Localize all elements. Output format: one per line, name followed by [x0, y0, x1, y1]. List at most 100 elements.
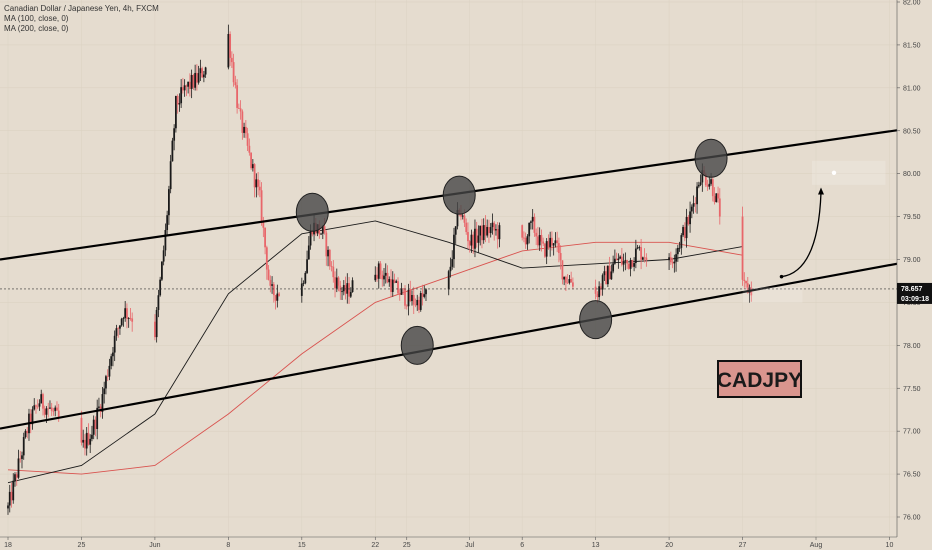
candle-down[interactable]: [745, 280, 747, 284]
candle-up[interactable]: [113, 335, 116, 353]
candle-down[interactable]: [15, 474, 18, 478]
candle-down[interactable]: [311, 231, 314, 235]
candle-up[interactable]: [349, 292, 352, 297]
candle-up[interactable]: [456, 210, 459, 227]
candle-up[interactable]: [45, 408, 48, 415]
candle-down[interactable]: [717, 193, 719, 199]
candle-up[interactable]: [552, 243, 555, 246]
candle-down[interactable]: [599, 286, 602, 290]
projection-arrow[interactable]: [781, 192, 822, 278]
candle-up[interactable]: [603, 271, 606, 276]
candle-up[interactable]: [701, 170, 704, 183]
candle-up[interactable]: [197, 73, 200, 83]
candle-up[interactable]: [309, 231, 312, 246]
candle-down[interactable]: [465, 222, 468, 233]
candle-up[interactable]: [202, 74, 205, 78]
candle-down[interactable]: [52, 410, 55, 412]
candle-down[interactable]: [126, 308, 128, 319]
candle-up[interactable]: [568, 279, 571, 283]
candle-down[interactable]: [201, 68, 204, 78]
candle-up[interactable]: [400, 288, 403, 295]
ma200-line[interactable]: [7, 241, 743, 475]
candle-down[interactable]: [84, 439, 86, 449]
candle-down[interactable]: [713, 196, 716, 203]
candle-down[interactable]: [325, 232, 328, 257]
candle-up[interactable]: [678, 247, 681, 249]
candle-up[interactable]: [22, 437, 25, 456]
candle-up[interactable]: [377, 263, 380, 279]
candle-up[interactable]: [119, 325, 121, 329]
candle-down[interactable]: [192, 75, 195, 88]
candle-down[interactable]: [80, 417, 83, 443]
candle-up[interactable]: [634, 248, 637, 264]
candle-down[interactable]: [129, 318, 132, 319]
candle-down[interactable]: [398, 293, 401, 295]
candle-up[interactable]: [92, 419, 95, 435]
candle-up[interactable]: [335, 277, 338, 289]
candle-down[interactable]: [185, 85, 188, 87]
candle-down[interactable]: [620, 256, 623, 265]
candle-up[interactable]: [174, 96, 177, 129]
candle-down[interactable]: [631, 260, 634, 267]
candle-down[interactable]: [556, 240, 559, 244]
candle-up[interactable]: [168, 189, 170, 216]
candle-up[interactable]: [169, 161, 172, 190]
candle-down[interactable]: [42, 394, 44, 409]
candle-down[interactable]: [626, 260, 629, 264]
candle-down[interactable]: [10, 491, 13, 501]
candlestick-series[interactable]: [7, 24, 753, 515]
candle-down[interactable]: [643, 257, 646, 259]
candle-down[interactable]: [404, 288, 406, 306]
candle-down[interactable]: [570, 279, 573, 283]
candle-up[interactable]: [243, 126, 246, 133]
candle-down[interactable]: [106, 376, 109, 378]
candle-down[interactable]: [176, 96, 179, 105]
candle-down[interactable]: [323, 226, 326, 233]
candle-down[interactable]: [608, 265, 611, 280]
candle-up[interactable]: [528, 222, 531, 237]
candle-down[interactable]: [412, 294, 415, 305]
candle-down[interactable]: [265, 247, 268, 270]
candle-up[interactable]: [33, 405, 36, 410]
lower-channel-line[interactable]: [0, 256, 930, 430]
candle-down[interactable]: [561, 260, 564, 280]
candle-up[interactable]: [689, 211, 691, 225]
candle-up[interactable]: [112, 352, 114, 357]
candle-up[interactable]: [227, 33, 230, 68]
candle-down[interactable]: [230, 57, 233, 63]
candle-up[interactable]: [676, 247, 679, 255]
candle-down[interactable]: [463, 215, 466, 223]
candle-down[interactable]: [264, 227, 266, 248]
candle-down[interactable]: [397, 281, 399, 294]
candle-down[interactable]: [418, 299, 420, 310]
candle-up[interactable]: [164, 230, 167, 251]
candle-up[interactable]: [633, 263, 636, 267]
candle-down[interactable]: [615, 258, 618, 261]
touch-point-circle[interactable]: [694, 138, 728, 178]
candle-up[interactable]: [49, 407, 51, 409]
candle-down[interactable]: [414, 304, 417, 306]
candle-down[interactable]: [244, 126, 247, 134]
candle-up[interactable]: [598, 286, 601, 298]
candle-down[interactable]: [234, 82, 237, 86]
candle-down[interactable]: [468, 241, 471, 246]
candle-down[interactable]: [472, 234, 475, 249]
candle-up[interactable]: [699, 182, 702, 185]
projection-target-zone[interactable]: [812, 160, 886, 185]
candle-down[interactable]: [35, 405, 37, 407]
candle-down[interactable]: [542, 241, 545, 244]
candle-down[interactable]: [746, 283, 749, 293]
candle-up[interactable]: [346, 283, 349, 294]
candle-down[interactable]: [379, 263, 382, 275]
candle-up[interactable]: [120, 318, 123, 326]
candle-up[interactable]: [538, 235, 541, 246]
candle-up[interactable]: [300, 283, 303, 296]
candle-down[interactable]: [237, 107, 240, 109]
candle-down[interactable]: [19, 458, 22, 460]
candle-up[interactable]: [341, 291, 343, 293]
ma100-line[interactable]: [7, 220, 743, 484]
candle-up[interactable]: [641, 257, 644, 260]
drawing-overlays[interactable]: [0, 124, 930, 430]
candle-up[interactable]: [675, 254, 677, 262]
candle-down[interactable]: [260, 190, 263, 223]
